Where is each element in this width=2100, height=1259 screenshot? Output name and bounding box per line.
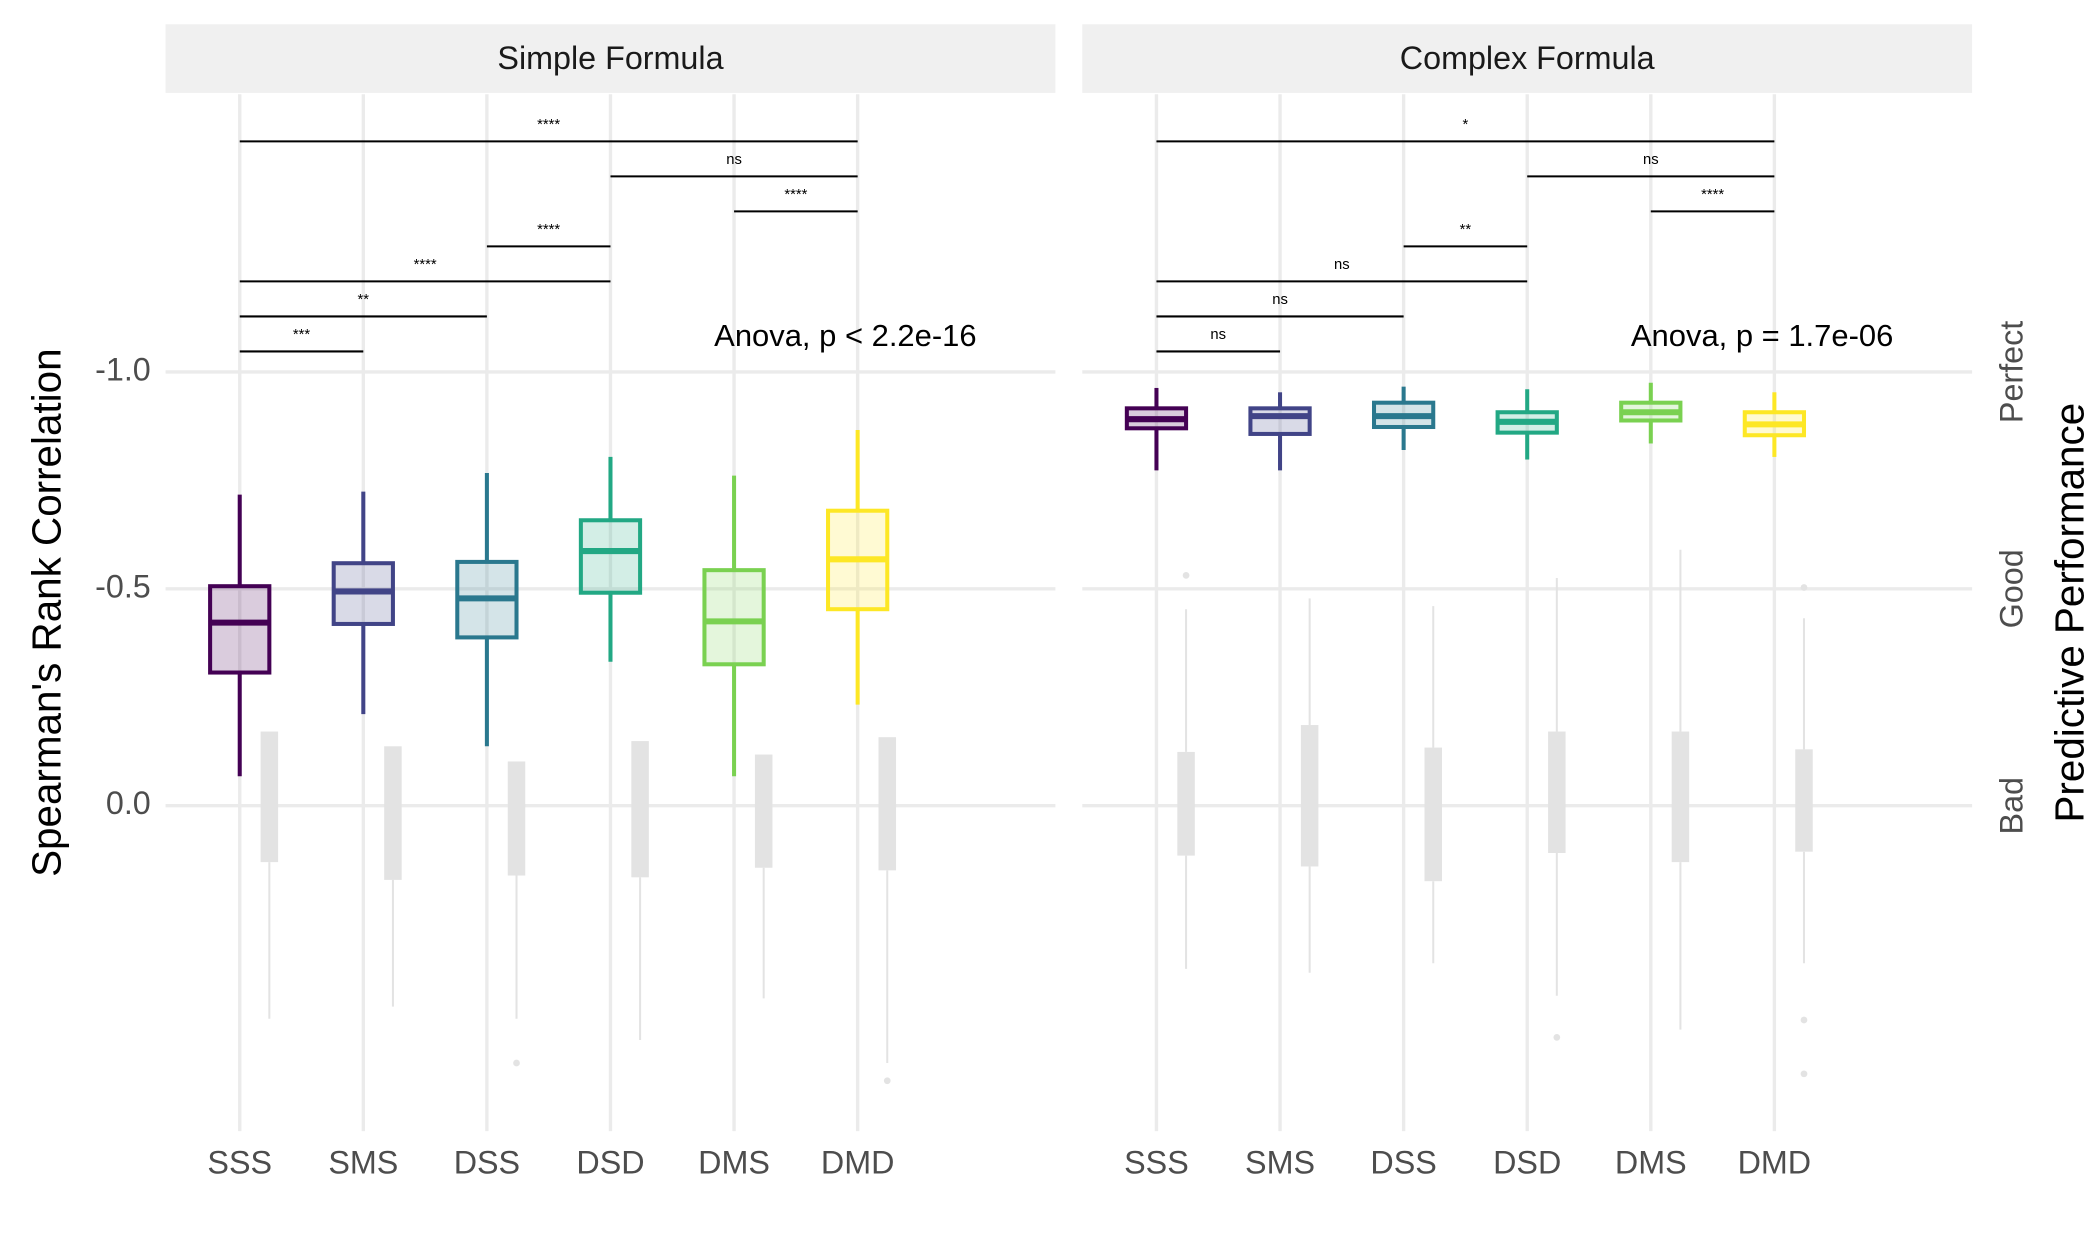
x-tick-label: SSS [207,1144,272,1180]
null-outlier [1800,1070,1808,1078]
null-box [384,746,402,880]
bracket-label: ns [1334,257,1350,273]
panel-title: Simple Formula [497,40,723,76]
null-outlier [1182,571,1190,579]
bracket-label: ** [1460,222,1472,238]
null-box [754,754,773,868]
bracket-label: **** [537,222,560,238]
bracket-label: ns [1210,327,1226,343]
y2-tick-label: Bad [1993,777,2029,834]
y-tick-label: 0.0 [106,785,151,821]
null-box [1795,749,1813,852]
x-tick-label: DMS [698,1144,770,1180]
null-outlier [1553,1034,1561,1041]
annotation: Anova, p = 1.7e-06 [1631,318,1893,353]
bracket-label: **** [414,257,437,273]
null-box [1424,747,1442,882]
annotation: Anova, p < 2.2e-16 [714,318,976,353]
bracket-label: **** [537,117,560,133]
x-tick-label: DMS [1615,1144,1687,1180]
y-axis-title: Spearman's Rank Correlation [23,348,69,876]
bracket-label: ns [1643,152,1659,168]
bracket-label: **** [1701,187,1724,203]
null-box [1548,731,1566,854]
y-tick-label: -1.0 [95,351,151,387]
box [208,584,272,675]
bracket-label: ns [726,152,742,168]
null-box [1671,731,1690,863]
null-box [1177,751,1195,856]
y2-tick-label: Perfect [1993,321,2029,423]
null-box [631,741,649,878]
y2-axis-title: Predictive Performance [2047,403,2093,823]
strip [165,24,1056,93]
box [578,518,643,595]
x-tick-label: SSS [1124,1144,1189,1180]
null-box [1300,725,1319,867]
null-box [260,731,279,863]
x-tick-label: DMD [821,1144,895,1180]
y-tick-label: -0.5 [95,568,151,604]
x-tick-label: DSD [1493,1144,1561,1180]
x-tick-label: DMD [1738,1144,1812,1180]
bracket-label: **** [784,187,807,203]
x-tick-label: DSS [454,1144,520,1180]
box [702,568,766,667]
strip [1082,24,1973,93]
bracket-label: * [1463,117,1469,133]
null-outlier [1800,584,1808,591]
y2-tick-label: Good [1993,549,2029,628]
bracket-label: ns [1272,292,1288,308]
x-tick-label: SMS [1245,1144,1315,1180]
null-outlier [883,1077,891,1085]
null-box [878,737,897,871]
x-tick-label: DSD [576,1144,644,1180]
null-outlier [1800,1016,1808,1024]
bracket-label: ** [358,292,370,308]
box [1248,406,1312,436]
null-box [507,761,526,876]
panel-title: Complex Formula [1400,40,1655,76]
null-outlier [513,1059,520,1067]
bracket-label: *** [293,327,311,343]
x-tick-label: DSS [1370,1144,1436,1180]
x-tick-label: SMS [328,1144,398,1180]
